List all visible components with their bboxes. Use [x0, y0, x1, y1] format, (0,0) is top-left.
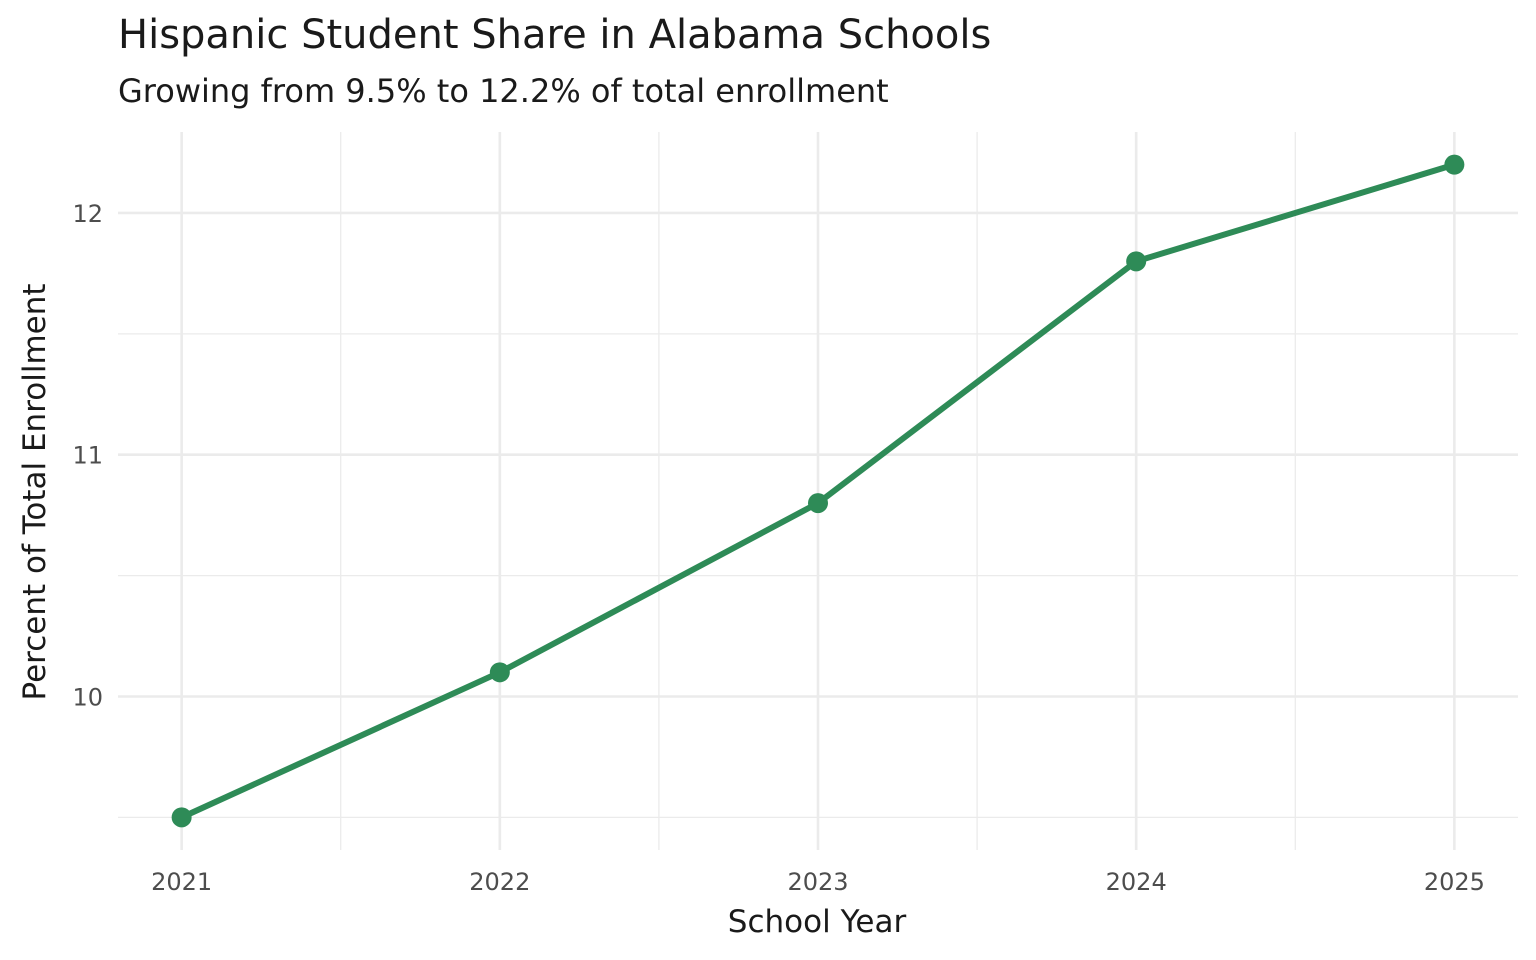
x-tick-label: 2024: [1106, 868, 1167, 896]
data-point: [171, 807, 192, 828]
grid-major: [118, 132, 1518, 850]
chart-title: Hispanic Student Share in Alabama School…: [118, 12, 992, 58]
x-tick-label: 2021: [151, 868, 212, 896]
x-tick-label: 2025: [1424, 868, 1485, 896]
data-point: [808, 493, 828, 514]
y-tick-label: 11: [72, 442, 103, 470]
data-point: [1126, 251, 1147, 272]
x-axis-title: School Year: [728, 904, 907, 940]
y-axis-title: Percent of Total Enrollment: [17, 283, 53, 700]
x-tick-label: 2023: [787, 868, 848, 896]
y-tick-label: 12: [72, 200, 103, 228]
y-tick-labels: 10 11 12: [72, 200, 103, 712]
chart-subtitle: Growing from 9.5% to 12.2% of total enro…: [118, 72, 889, 110]
data-point: [1444, 154, 1465, 175]
data-point: [489, 662, 510, 683]
series-line: [171, 154, 1465, 828]
y-tick-label: 10: [72, 683, 103, 711]
x-tick-label: 2022: [469, 868, 530, 896]
x-tick-labels: 2021 2022 2023 2024 2025: [151, 868, 1485, 896]
